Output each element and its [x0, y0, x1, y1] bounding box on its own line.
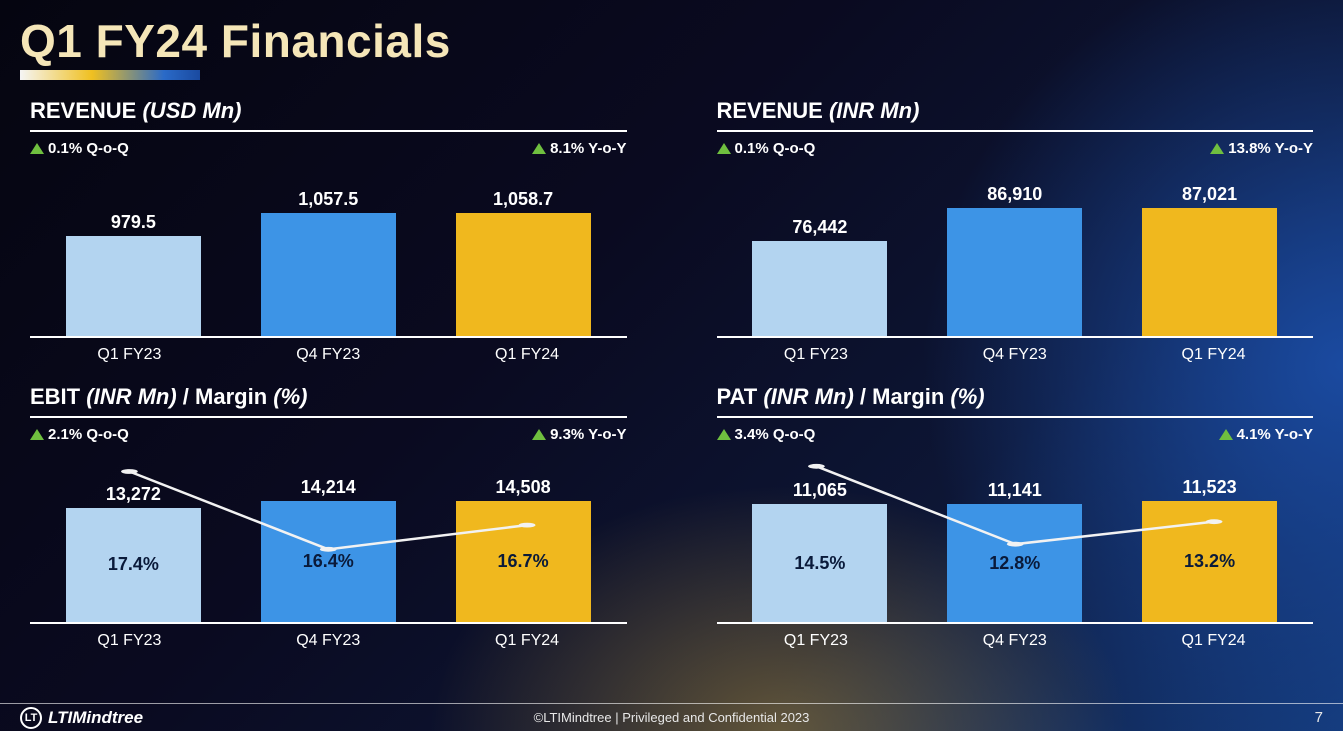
bar: 86,910	[947, 208, 1082, 336]
chart-grid: REVENUE (USD Mn) 0.1% Q-o-Q 8.1% Y-o-Y 979.…	[20, 98, 1323, 650]
bar-wrap: 14,214 16.4%	[231, 449, 426, 622]
bar-margin-label: 12.8%	[989, 553, 1040, 574]
lt-logo-icon: LT	[20, 707, 42, 729]
x-axis-label: Q4 FY23	[229, 346, 428, 364]
x-axis-label: Q1 FY24	[1114, 632, 1313, 650]
x-axis: Q1 FY23Q4 FY23Q1 FY24	[717, 632, 1314, 650]
bar-wrap: 1,057.5	[231, 163, 426, 336]
bar-wrap: 11,523 13.2%	[1112, 449, 1307, 622]
brand: LT LTIMindtree	[20, 707, 143, 729]
x-axis-label: Q1 FY24	[428, 632, 627, 650]
delta-row: 2.1% Q-o-Q 9.3% Y-o-Y	[30, 426, 627, 443]
brand-text: LTIMindtree	[48, 708, 143, 728]
bar-margin-label: 16.4%	[303, 551, 354, 572]
x-axis-label: Q1 FY23	[30, 632, 229, 650]
bar-value-label: 11,141	[947, 480, 1082, 501]
page-number: 7	[1315, 709, 1323, 726]
x-axis-label: Q1 FY24	[1114, 346, 1313, 364]
bar-value-label: 14,508	[456, 477, 591, 498]
x-axis: Q1 FY23Q4 FY23Q1 FY24	[30, 632, 627, 650]
bar: 11,14112.8%	[947, 504, 1082, 622]
bar-value-label: 86,910	[947, 184, 1082, 205]
bar: 1,057.5	[261, 213, 396, 336]
bar-value-label: 76,442	[752, 217, 887, 238]
bar-chart: 13,272 17.4% 14,214 16.4% 14,508 16.7%	[30, 449, 627, 624]
bar-margin-label: 14.5%	[794, 553, 845, 574]
triangle-up-icon	[532, 143, 546, 154]
triangle-up-icon	[1210, 143, 1224, 154]
panel-title: REVENUE (INR Mn)	[717, 98, 1314, 132]
x-axis-label: Q4 FY23	[915, 346, 1114, 364]
bar-margin-label: 13.2%	[1184, 551, 1235, 572]
bar: 979.5	[66, 236, 201, 336]
panel-title: REVENUE (USD Mn)	[30, 98, 627, 132]
bar: 11,52313.2%	[1142, 501, 1277, 622]
bar-value-label: 11,523	[1142, 477, 1277, 498]
bar: 13,27217.4%	[66, 508, 201, 622]
triangle-up-icon	[717, 429, 731, 440]
bar: 76,442	[752, 241, 887, 336]
bar-chart: 979.5 1,057.5 1,058.7	[30, 163, 627, 338]
bar-wrap: 979.5	[36, 163, 231, 336]
bar-value-label: 11,065	[752, 480, 887, 501]
delta-qoq: 0.1% Q-o-Q	[717, 140, 816, 157]
x-axis-label: Q1 FY23	[30, 346, 229, 364]
bar-chart: 76,442 86,910 87,021	[717, 163, 1314, 338]
triangle-up-icon	[1219, 429, 1233, 440]
bar-value-label: 87,021	[1142, 184, 1277, 205]
bar-wrap: 14,508 16.7%	[426, 449, 621, 622]
bar: 14,21416.4%	[261, 501, 396, 622]
panel-title: PAT (INR Mn) / Margin (%)	[717, 384, 1314, 418]
bar-value-label: 1,058.7	[456, 189, 591, 210]
delta-row: 0.1% Q-o-Q 13.8% Y-o-Y	[717, 140, 1314, 157]
delta-qoq: 0.1% Q-o-Q	[30, 140, 129, 157]
x-axis-label: Q1 FY23	[717, 346, 916, 364]
bar: 1,058.7	[456, 213, 591, 336]
bar-value-label: 979.5	[66, 212, 201, 233]
bar-chart: 11,065 14.5% 11,141 12.8% 11,523 13.2%	[717, 449, 1314, 624]
bar: 14,50816.7%	[456, 501, 591, 622]
delta-yoy: 4.1% Y-o-Y	[1219, 426, 1313, 443]
delta-yoy: 13.8% Y-o-Y	[1210, 140, 1313, 157]
x-axis-label: Q4 FY23	[915, 632, 1114, 650]
bar-margin-label: 16.7%	[498, 551, 549, 572]
slide-title: Q1 FY24 Financials	[20, 14, 1323, 68]
triangle-up-icon	[532, 429, 546, 440]
bar-wrap: 11,141 12.8%	[917, 449, 1112, 622]
triangle-up-icon	[717, 143, 731, 154]
delta-yoy: 9.3% Y-o-Y	[532, 426, 626, 443]
bar-wrap: 87,021	[1112, 163, 1307, 336]
x-axis: Q1 FY23Q4 FY23Q1 FY24	[30, 346, 627, 364]
bar-value-label: 13,272	[66, 484, 201, 505]
bar-wrap: 13,272 17.4%	[36, 449, 231, 622]
chart-panel: REVENUE (INR Mn) 0.1% Q-o-Q 13.8% Y-o-Y 76,…	[717, 98, 1314, 364]
delta-qoq: 2.1% Q-o-Q	[30, 426, 129, 443]
delta-row: 0.1% Q-o-Q 8.1% Y-o-Y	[30, 140, 627, 157]
bar-wrap: 76,442	[723, 163, 918, 336]
triangle-up-icon	[30, 429, 44, 440]
chart-panel: REVENUE (USD Mn) 0.1% Q-o-Q 8.1% Y-o-Y 979.…	[30, 98, 627, 364]
bar-wrap: 11,065 14.5%	[723, 449, 918, 622]
title-underline	[20, 70, 200, 80]
x-axis-label: Q1 FY23	[717, 632, 916, 650]
bar-value-label: 14,214	[261, 477, 396, 498]
x-axis-label: Q4 FY23	[229, 632, 428, 650]
bar: 11,06514.5%	[752, 504, 887, 622]
footer: LT LTIMindtree ©LTIMindtree | Privileged…	[0, 703, 1343, 731]
bar-value-label: 1,057.5	[261, 189, 396, 210]
chart-panel: PAT (INR Mn) / Margin (%) 3.4% Q-o-Q 4.1% …	[717, 384, 1314, 650]
delta-row: 3.4% Q-o-Q 4.1% Y-o-Y	[717, 426, 1314, 443]
bar: 87,021	[1142, 208, 1277, 336]
delta-qoq: 3.4% Q-o-Q	[717, 426, 816, 443]
triangle-up-icon	[30, 143, 44, 154]
bar-wrap: 86,910	[917, 163, 1112, 336]
chart-panel: EBIT (INR Mn) / Margin (%) 2.1% Q-o-Q 9.3%…	[30, 384, 627, 650]
x-axis-label: Q1 FY24	[428, 346, 627, 364]
delta-yoy: 8.1% Y-o-Y	[532, 140, 626, 157]
bar-wrap: 1,058.7	[426, 163, 621, 336]
bar-margin-label: 17.4%	[108, 554, 159, 575]
copyright: ©LTIMindtree | Privileged and Confidenti…	[534, 710, 810, 725]
panel-title: EBIT (INR Mn) / Margin (%)	[30, 384, 627, 418]
x-axis: Q1 FY23Q4 FY23Q1 FY24	[717, 346, 1314, 364]
